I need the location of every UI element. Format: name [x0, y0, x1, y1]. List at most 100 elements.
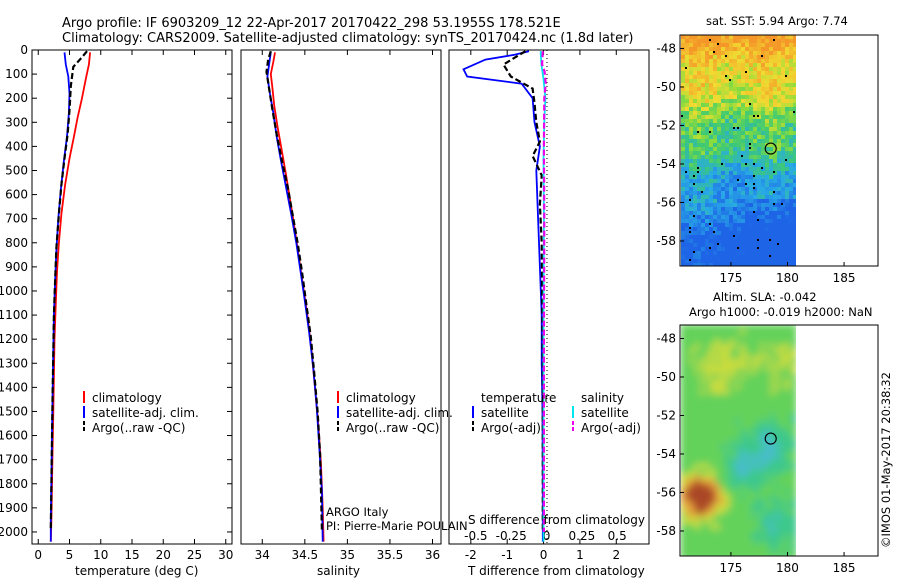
sst-cell	[781, 239, 785, 243]
sst-cell	[685, 191, 689, 195]
sst-cell	[769, 171, 773, 175]
sla-cell	[735, 325, 742, 331]
sst-cell	[753, 219, 757, 223]
sla-cell	[695, 424, 702, 431]
sst-cell	[745, 243, 749, 247]
sst-cell	[769, 59, 773, 63]
sla-cell	[740, 414, 747, 421]
y-tick-label: 100	[5, 67, 28, 81]
sla-cell	[681, 394, 687, 401]
sla-cell	[710, 549, 717, 556]
sla-cell	[690, 424, 697, 431]
sst-cell	[721, 207, 725, 211]
sla-cell	[740, 494, 747, 501]
sla-cell	[775, 369, 782, 376]
sst-cell	[765, 219, 769, 223]
sst-cell	[749, 39, 753, 43]
sst-cell	[693, 55, 697, 59]
sst-cell	[785, 227, 789, 231]
sst-cell	[769, 103, 773, 107]
sst-cell	[705, 175, 709, 179]
sst-cell	[721, 183, 725, 187]
sla-cell	[750, 379, 757, 386]
sst-cell	[773, 135, 777, 139]
sla-cell	[725, 499, 732, 506]
sst-cell	[773, 99, 777, 103]
sst-cell	[793, 179, 796, 183]
sst-cell	[761, 179, 765, 183]
sst-cell	[785, 67, 789, 71]
sst-cell	[717, 47, 721, 51]
sla-cell	[720, 379, 727, 386]
sla-cell	[745, 464, 752, 471]
sst-cell	[789, 143, 793, 147]
sla-cell	[770, 434, 777, 441]
sla-cell	[790, 349, 796, 356]
sla-cell	[740, 419, 747, 426]
sst-cell	[793, 231, 796, 235]
sla-cell	[785, 439, 792, 446]
sst-cell	[693, 39, 697, 43]
sla-cell	[750, 364, 757, 371]
sst-cell	[725, 59, 729, 63]
sst-cell	[745, 179, 749, 183]
y-tick-label: 1600	[0, 429, 28, 443]
sst-cell	[741, 171, 745, 175]
sla-cell	[785, 374, 792, 381]
sst-cell	[697, 219, 701, 223]
sla-cell	[770, 479, 777, 486]
sst-cell	[745, 219, 749, 223]
sst-cell	[785, 83, 789, 87]
sla-cell	[700, 429, 707, 436]
sla-cell	[785, 344, 792, 351]
sst-cell	[741, 207, 745, 211]
sst-cell	[713, 263, 717, 266]
sla-cell	[745, 369, 752, 376]
y-tick-label: 1500	[0, 404, 28, 418]
sst-cell	[709, 55, 713, 59]
sst-cell	[781, 131, 785, 135]
sla-cell	[715, 364, 722, 371]
sst-cell	[781, 135, 785, 139]
sst-cell	[793, 123, 796, 127]
sla-cell	[740, 325, 747, 331]
sla-cell	[785, 549, 792, 556]
sla-cell	[760, 334, 767, 341]
sst-cell	[765, 207, 769, 211]
sla-cell	[790, 454, 796, 461]
sst-cell	[789, 163, 793, 167]
sst-cell	[781, 83, 785, 87]
sla-cell	[730, 529, 737, 536]
sla-cell	[730, 364, 737, 371]
sla-cell	[755, 359, 762, 366]
sla-cell	[695, 469, 702, 476]
sla-cell	[765, 479, 772, 486]
sst-cell	[685, 259, 689, 263]
sla-cell	[685, 384, 692, 391]
sla-cell	[775, 339, 782, 346]
sla-cell	[790, 344, 796, 351]
sst-cell	[773, 155, 777, 159]
sla-cell	[715, 489, 722, 496]
sla-cell	[681, 374, 687, 381]
sst-cell	[733, 63, 737, 67]
sla-cell	[715, 344, 722, 351]
sla-cell	[690, 384, 697, 391]
sst-cell	[793, 103, 796, 107]
missing-pixel	[709, 39, 711, 41]
sst-cell	[789, 51, 793, 55]
sst-cell	[749, 67, 753, 71]
sst-cell	[737, 119, 741, 123]
sla-cell	[700, 474, 707, 481]
sla-cell	[790, 449, 796, 456]
sst-cell	[729, 187, 733, 191]
sst-cell	[705, 167, 709, 171]
sla-cell	[725, 399, 732, 406]
sst-cell	[729, 243, 733, 247]
sst-cell	[769, 259, 773, 263]
sst-cell	[789, 71, 793, 75]
sla-cell	[790, 379, 796, 386]
sla-cell	[725, 479, 732, 486]
sst-cell	[721, 83, 725, 87]
sla-cell	[780, 509, 787, 516]
